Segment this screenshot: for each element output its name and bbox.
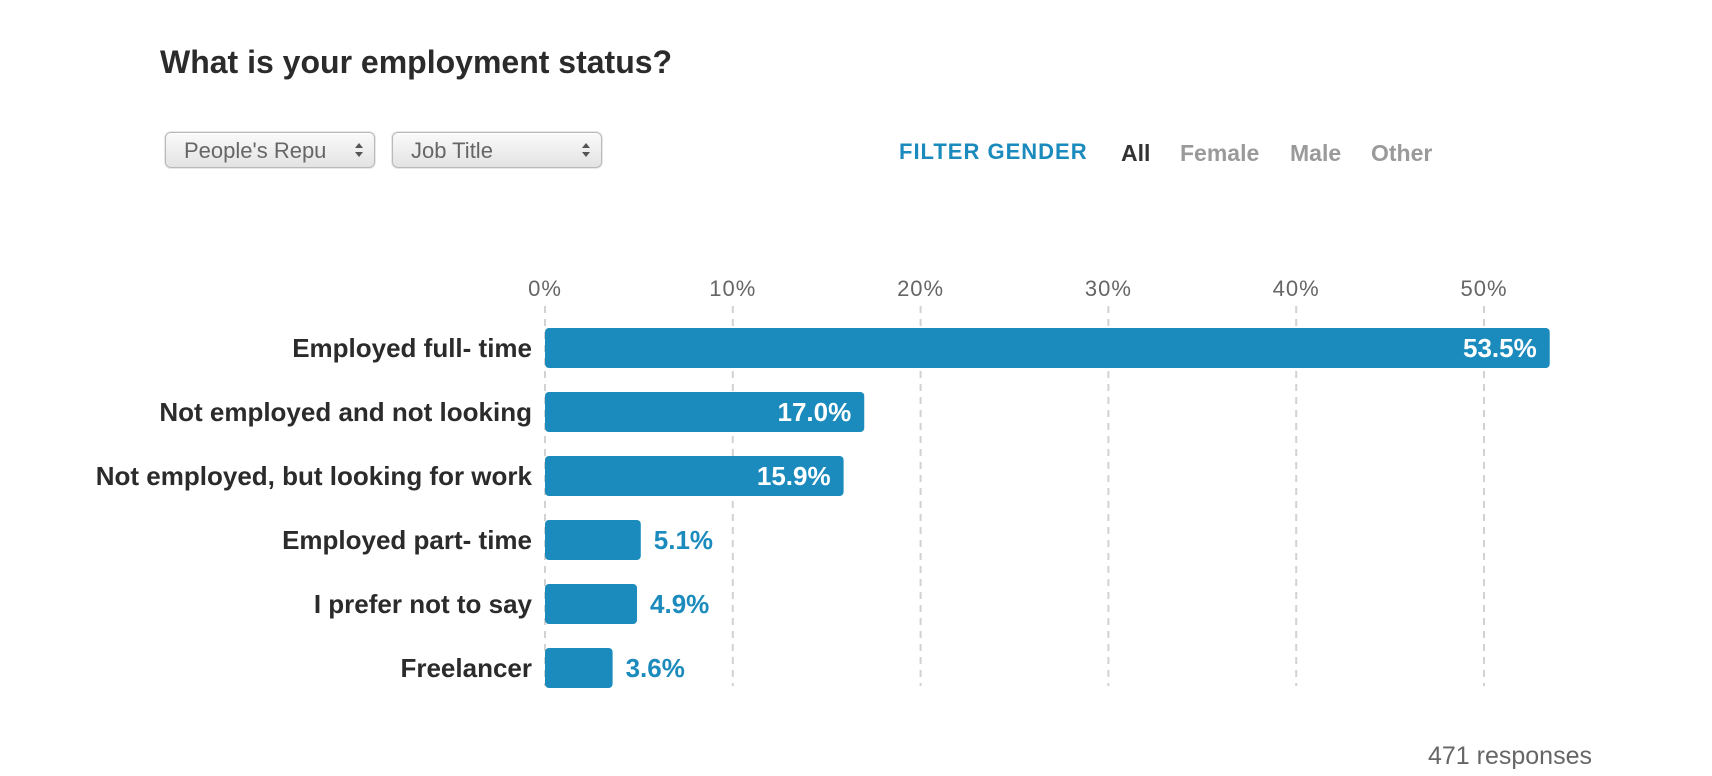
gender-option-female[interactable]: Female bbox=[1180, 140, 1260, 166]
category-label: Employed part- time bbox=[282, 525, 532, 555]
x-tick-label: 30% bbox=[1085, 276, 1132, 301]
bar bbox=[545, 520, 641, 560]
job-title-select-value: Job Title bbox=[411, 138, 493, 163]
gender-option-other[interactable]: Other bbox=[1371, 140, 1433, 166]
value-label: 15.9% bbox=[757, 461, 831, 491]
x-tick-label: 50% bbox=[1460, 276, 1507, 301]
category-label: Not employed, but looking for work bbox=[96, 461, 533, 491]
country-select-value: People's Repu bbox=[184, 138, 327, 163]
bar bbox=[545, 328, 1550, 368]
bar bbox=[545, 392, 865, 432]
value-label: 53.5% bbox=[1463, 333, 1537, 363]
bar bbox=[545, 456, 844, 496]
x-tick-label: 0% bbox=[528, 276, 562, 301]
category-label: Freelancer bbox=[400, 653, 532, 683]
country-select[interactable]: People's Repu bbox=[165, 132, 375, 168]
x-tick-label: 40% bbox=[1273, 276, 1320, 301]
job-title-select[interactable]: Job Title bbox=[392, 132, 602, 168]
filter-gender-label: FILTER GENDER bbox=[899, 139, 1088, 164]
category-label: I prefer not to say bbox=[314, 589, 533, 619]
gender-option-male[interactable]: Male bbox=[1290, 140, 1342, 166]
x-tick-label: 20% bbox=[897, 276, 944, 301]
responses-count: 471 responses bbox=[1427, 742, 1592, 770]
value-label: 3.6% bbox=[626, 653, 685, 683]
value-label: 4.9% bbox=[650, 589, 709, 619]
x-tick-label: 10% bbox=[709, 276, 756, 301]
value-label: 17.0% bbox=[778, 397, 852, 427]
select-arrows-icon bbox=[582, 143, 590, 157]
bar bbox=[545, 584, 638, 624]
category-label: Not employed and not looking bbox=[159, 397, 532, 427]
gender-option-all[interactable]: All bbox=[1121, 140, 1151, 166]
select-arrows-icon bbox=[355, 143, 363, 157]
category-label: Employed full- time bbox=[292, 333, 532, 363]
value-label: 5.1% bbox=[654, 525, 713, 555]
bar bbox=[545, 648, 613, 688]
chart-title: What is your employment status? bbox=[160, 44, 673, 80]
